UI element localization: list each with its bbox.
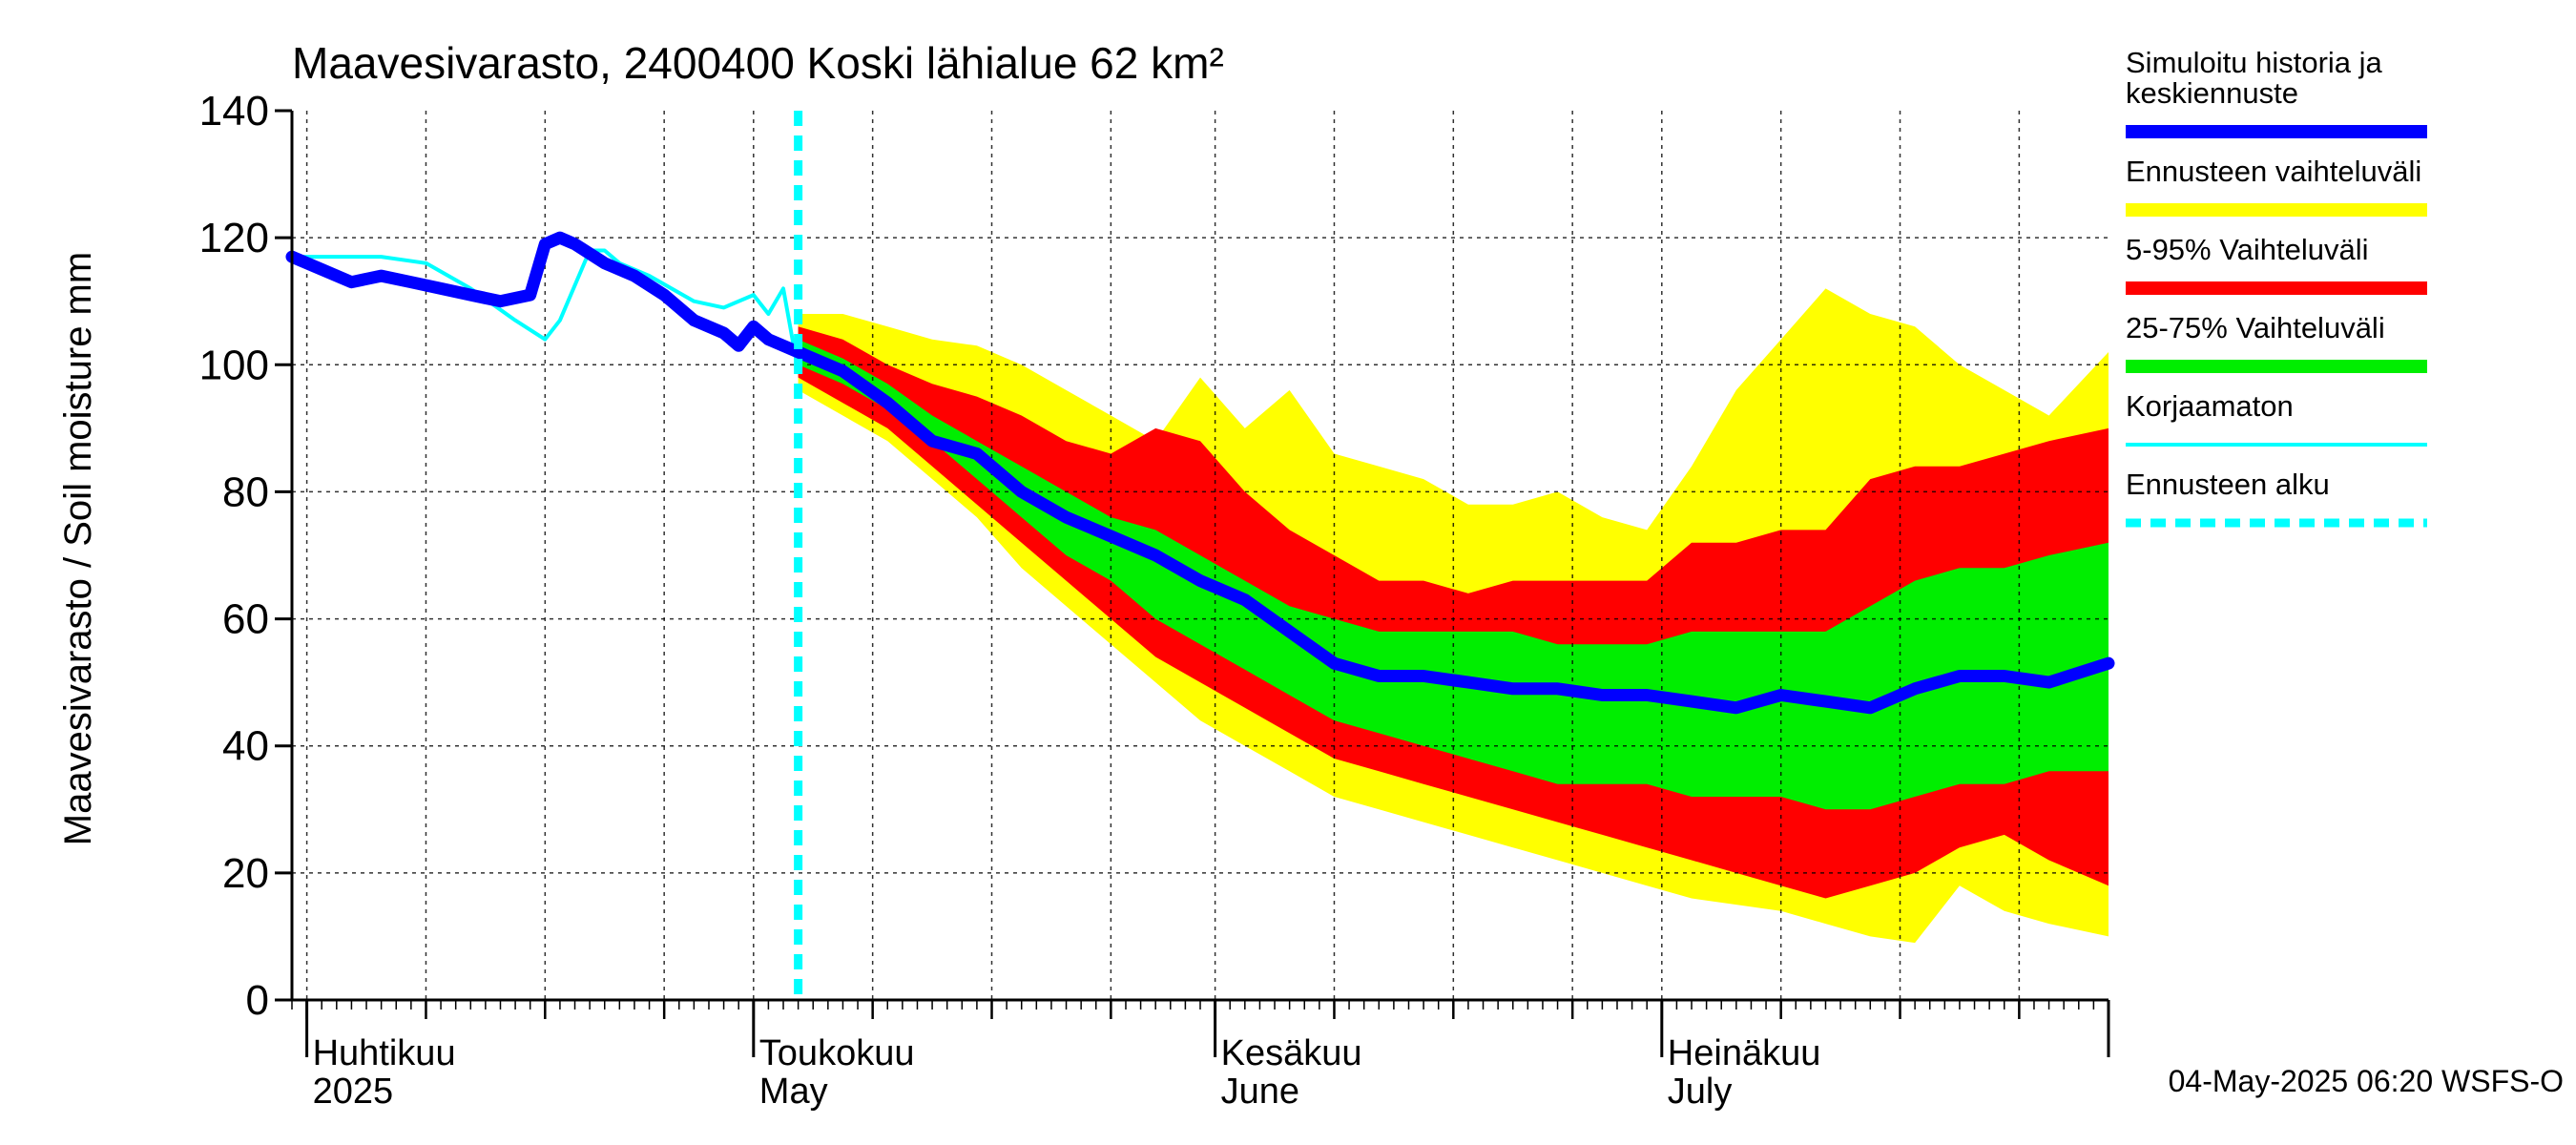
y-tick-label: 0: [246, 977, 269, 1024]
month-label-en: July: [1668, 1072, 1733, 1112]
chart-title: Maavesivarasto, 2400400 Koski lähialue 6…: [292, 38, 1224, 88]
month-label-fi: Huhtikuu: [313, 1033, 456, 1073]
y-tick-label: 60: [222, 596, 269, 643]
month-label-fi: Toukokuu: [759, 1033, 915, 1073]
line-korjaamaton: [290, 248, 800, 373]
y-tick-label: 40: [222, 723, 269, 770]
legend-label: keskiennuste: [2126, 76, 2298, 110]
legend-label: 5-95% Vaihteluväli: [2126, 233, 2368, 266]
y-tick-label: 100: [199, 342, 269, 388]
y-tick-label: 80: [222, 468, 269, 515]
month-label-fi: Kesäkuu: [1221, 1033, 1362, 1073]
month-label-en: June: [1221, 1072, 1299, 1112]
month-label-fi: Heinäkuu: [1668, 1033, 1821, 1073]
y-tick-label: 20: [222, 850, 269, 897]
legend-item: Ennusteen vaihteluväli: [2126, 155, 2427, 217]
timestamp-footer: 04-May-2025 06:20 WSFS-O: [2169, 1064, 2564, 1098]
y-tick-label: 120: [199, 215, 269, 261]
line-simuloitu-historia-ja-keskiennuste: [285, 231, 2115, 715]
legend-label: Ennusteen vaihteluväli: [2126, 155, 2421, 188]
month-label-en: May: [759, 1072, 828, 1112]
y-tick-label: 140: [199, 88, 269, 135]
legend-label: Simuloitu historia ja: [2126, 46, 2383, 79]
legend-item: 5-95% Vaihteluväli: [2126, 233, 2427, 295]
legend-label: 25-75% Vaihteluväli: [2126, 311, 2385, 344]
legend-item: Korjaamaton: [2126, 389, 2427, 447]
y-axis-label: Maavesivarasto / Soil moisture mm: [57, 252, 99, 845]
legend-label: Korjaamaton: [2126, 389, 2294, 423]
month-label-en: 2025: [313, 1072, 394, 1112]
legend-item: 25-75% Vaihteluväli: [2126, 311, 2427, 373]
legend-item: Ennusteen alku: [2126, 468, 2427, 528]
legend-label: Ennusteen alku: [2126, 468, 2330, 501]
plot-area: [285, 111, 2115, 1000]
